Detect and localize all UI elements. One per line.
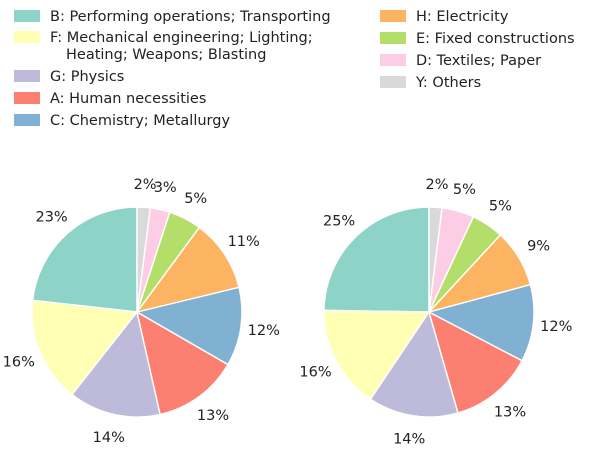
slice-label-a: 13% [494, 404, 526, 420]
legend-entry-e: E: Fixed constructions [380, 31, 575, 47]
legend-swatch-c [14, 114, 40, 126]
legend-entry-b: B: Performing operations; Transporting [14, 9, 331, 25]
slice-label-e: 5% [489, 199, 512, 215]
legend-swatch-e [380, 32, 406, 44]
pie-slice-a [427, 310, 523, 414]
legend-entry-d: D: Textiles; Paper [380, 53, 541, 69]
legend-swatch-f [14, 31, 40, 43]
legend-swatch-d [380, 54, 406, 66]
pie-slice-f [31, 299, 139, 396]
slice-label-y: 2% [134, 177, 157, 193]
slice-label-e: 5% [184, 191, 207, 207]
slice-label-h: 11% [228, 234, 260, 250]
legend-label-f: F: Mechanical engineering; Lighting; Heat… [50, 30, 313, 63]
pie-chart-left: 23% 16% 14% 13% 12% 11% 5% 3%2% [3, 177, 280, 446]
slice-label-g: 14% [393, 432, 425, 448]
legend-label-h: H: Electricity [416, 9, 509, 25]
legend-label-c: C: Chemistry; Metallurgy [50, 113, 230, 129]
slice-label-a: 13% [197, 408, 229, 424]
pie-slice-y [428, 206, 443, 313]
pie-slice-f [323, 309, 431, 401]
legend-label-g: G: Physics [50, 69, 124, 85]
legend-entry-h: H: Electricity [380, 9, 509, 25]
legend-label-a: A: Human necessities [50, 91, 206, 107]
pie-slice-b [323, 206, 430, 313]
legend-label-d: D: Textiles; Paper [416, 53, 541, 69]
slice-label-b: 23% [35, 210, 67, 226]
legend-swatch-b [14, 10, 40, 22]
pie-slice-g [71, 310, 161, 418]
pie-slice-b [31, 206, 138, 313]
slice-label-f: 16% [299, 364, 331, 380]
pie-slice-y [136, 206, 152, 313]
slice-label-y: 2% [425, 177, 448, 193]
pie-slice-h [135, 226, 240, 314]
legend: B: Performing operations; Transporting F:… [14, 9, 575, 129]
legend-label-b: B: Performing operations; Transporting [50, 9, 331, 25]
pie-chart-right: 25% 16% 14% 13% 12% 9% 5% 5% 2% [299, 177, 572, 448]
legend-swatch-a [14, 92, 40, 104]
legend-label-e: E: Fixed constructions [416, 31, 575, 47]
pie-slice-c [135, 286, 243, 366]
slice-label-c: 12% [540, 319, 572, 335]
slice-label-g: 14% [93, 430, 125, 446]
legend-entry-g: G: Physics [14, 69, 124, 85]
slice-label-d: 5% [453, 182, 476, 198]
slice-label-b: 25% [323, 214, 355, 230]
legend-entry-c: C: Chemistry; Metallurgy [14, 113, 230, 129]
legend-swatch-y [380, 76, 406, 88]
legend-entry-a: A: Human necessities [14, 91, 206, 107]
legend-label-y: Y: Others [415, 75, 481, 91]
slice-label-f: 16% [3, 355, 35, 371]
slice-label-h: 9% [527, 239, 550, 255]
legend-entry-y: Y: Others [380, 75, 481, 91]
pie-slice-c [427, 283, 535, 362]
slice-label-c: 12% [248, 323, 280, 339]
slice-label-d: 3% [154, 180, 177, 196]
legend-swatch-g [14, 70, 40, 82]
legend-entry-f: F: Mechanical engineering; Lighting; Heat… [14, 30, 313, 63]
pie-slice-a [135, 310, 229, 416]
legend-swatch-h [380, 10, 406, 22]
